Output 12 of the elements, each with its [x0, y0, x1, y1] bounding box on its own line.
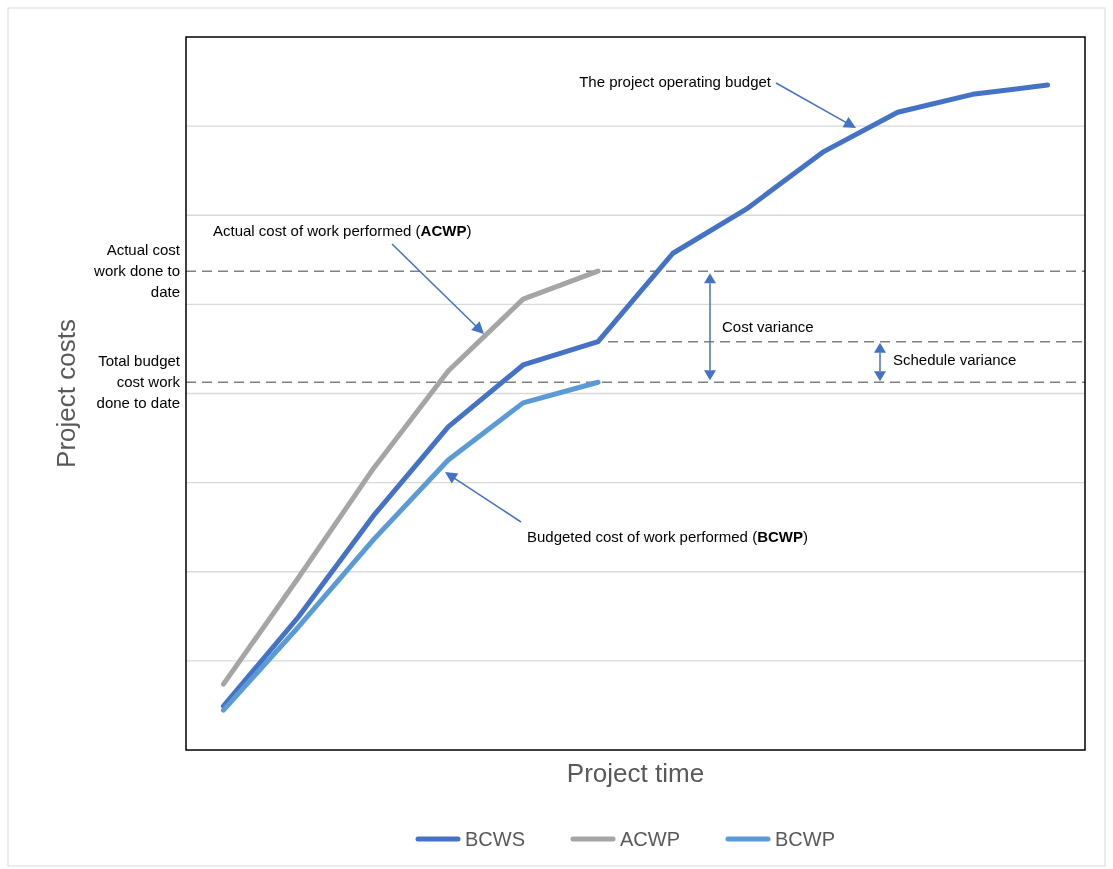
y-axis-title: Project costs	[51, 319, 81, 468]
legend-label: BCWP	[775, 828, 835, 850]
x-axis-title: Project time	[566, 758, 705, 788]
annotation: Cost variance	[722, 318, 814, 335]
annotation: The project operating budget	[579, 73, 772, 90]
annotation: Schedule variance	[893, 351, 1017, 368]
ref-line-label: Total budget cost work done to date	[96, 352, 181, 412]
legend-label: ACWP	[620, 828, 680, 850]
annotation: Actual cost of work performed (ACWP)	[213, 222, 472, 239]
ref-line-label: Actual cost work done to date	[93, 241, 181, 301]
annotation: Budgeted cost of work performed (BCWP)	[527, 528, 808, 545]
legend-label: BCWS	[465, 828, 525, 850]
